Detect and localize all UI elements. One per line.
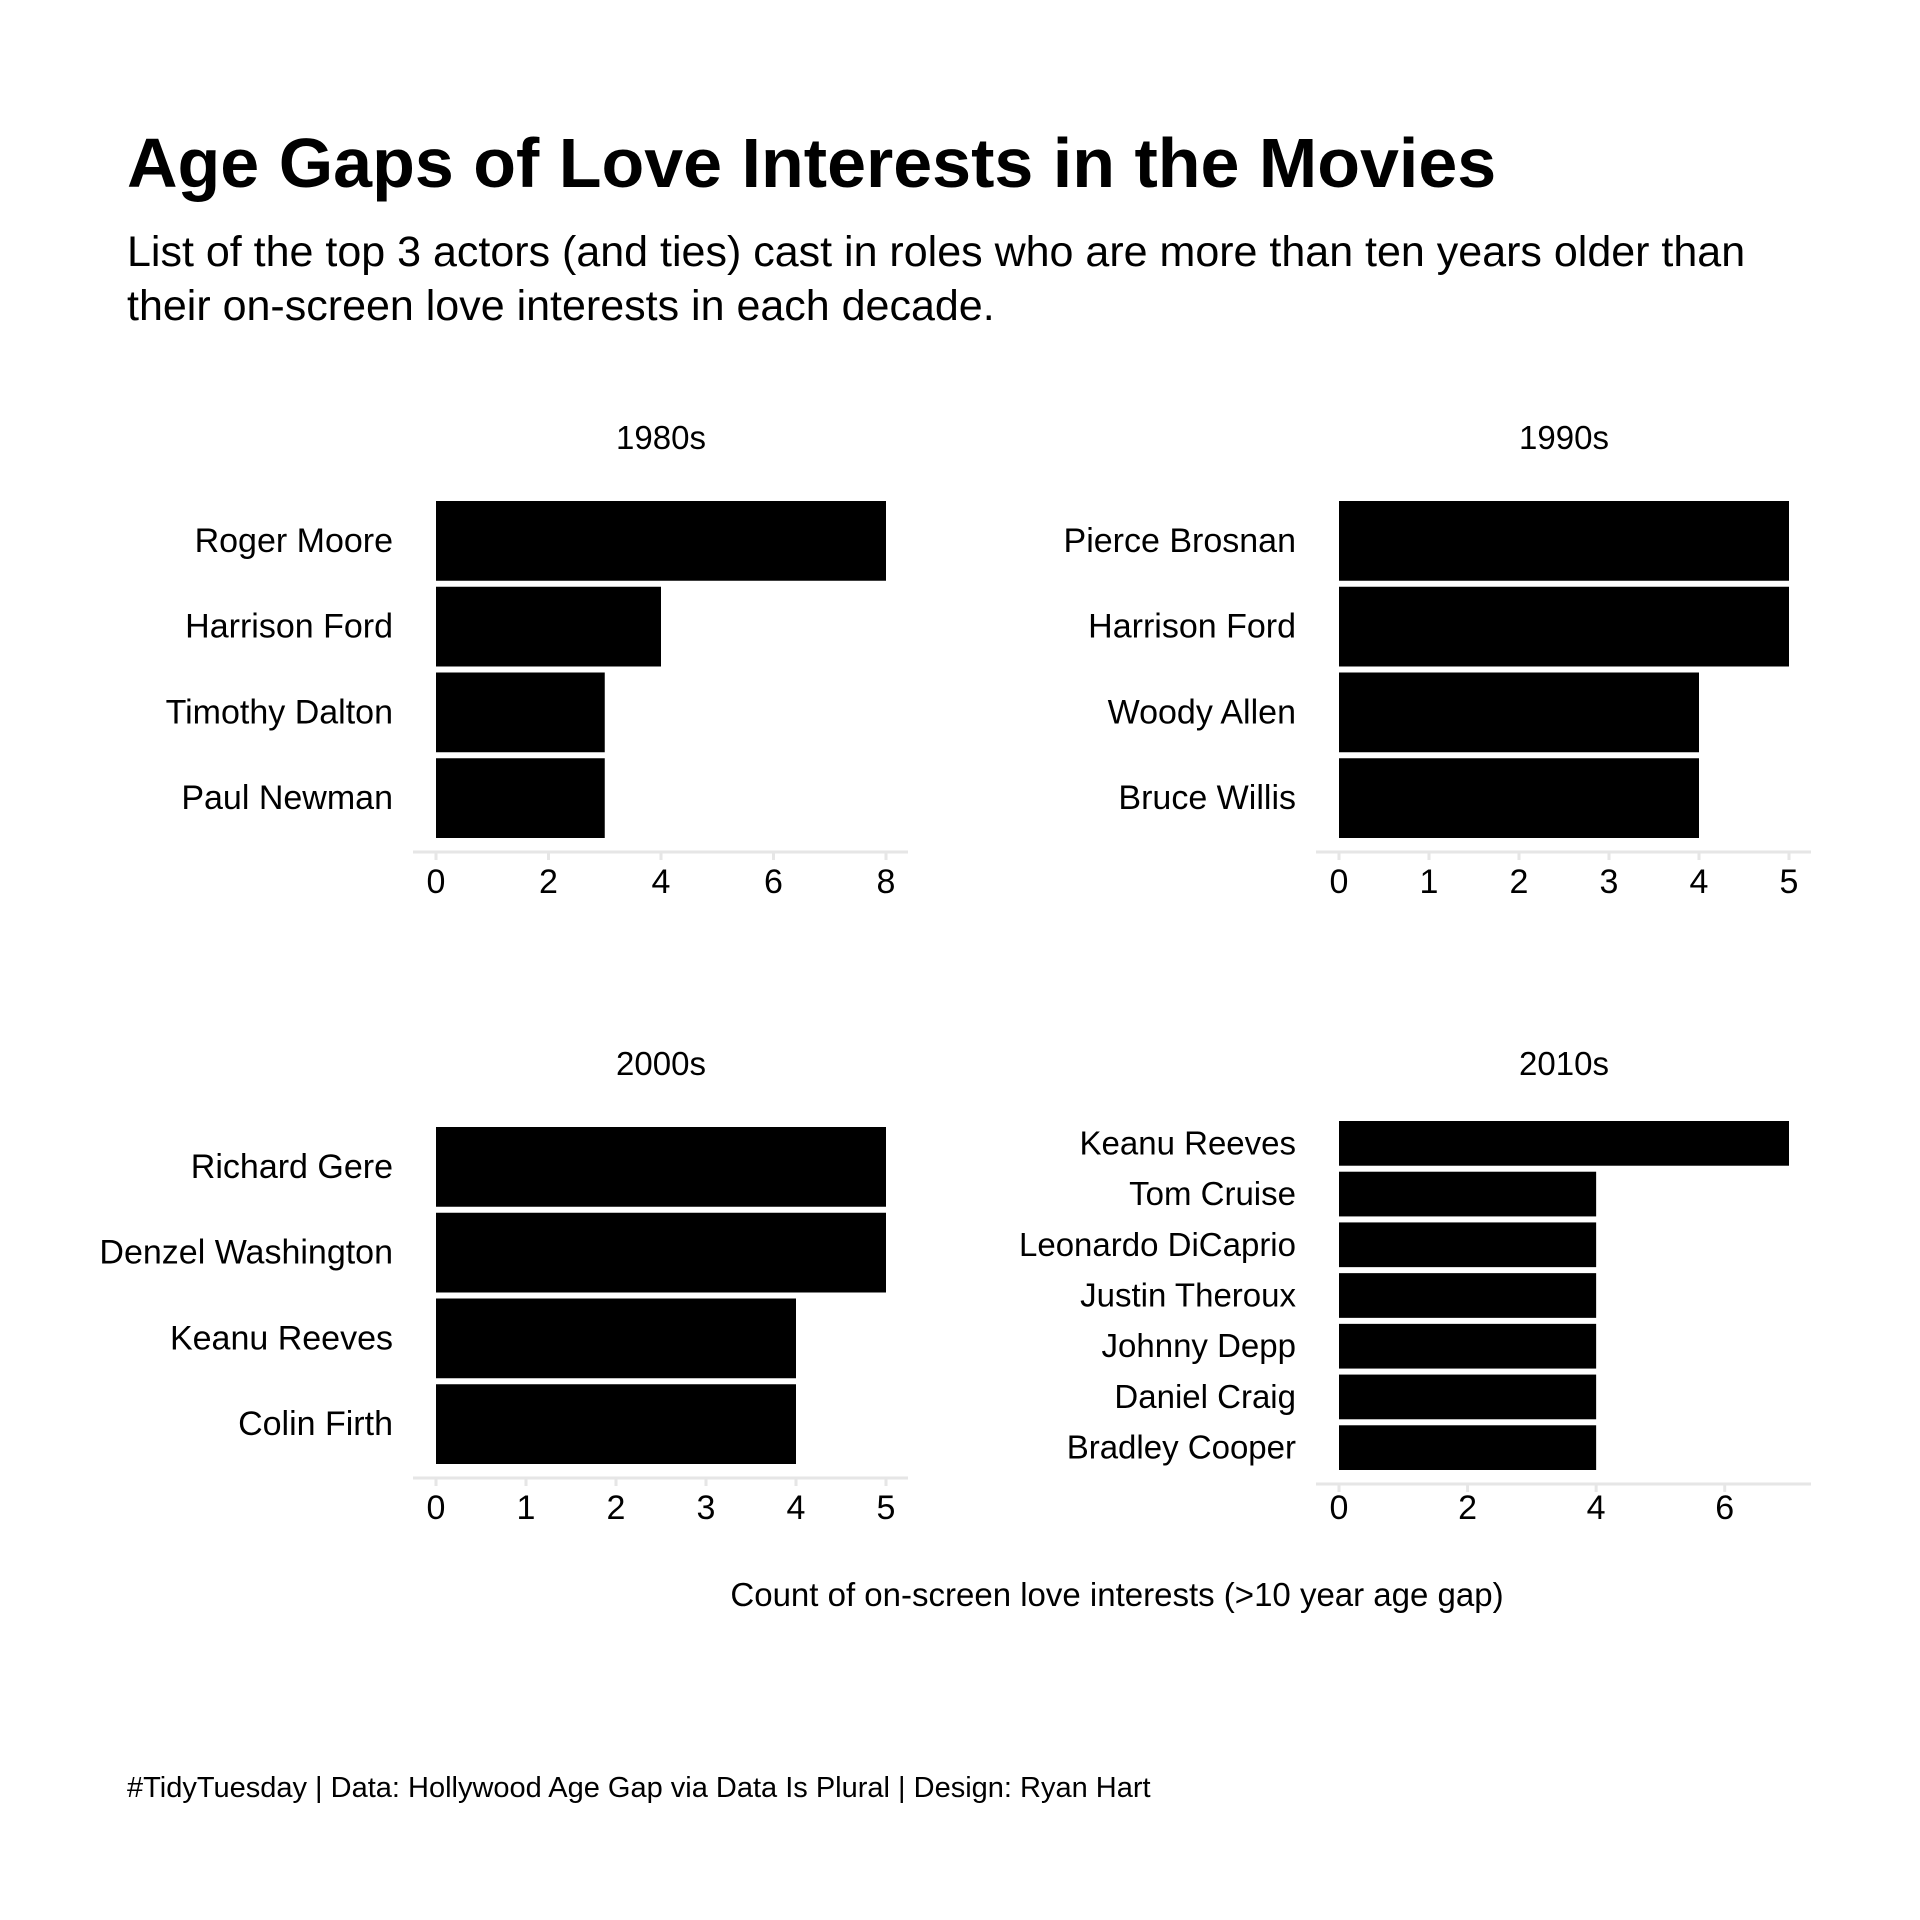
facet-panel-2000s: 2000s Richard Gere Denzel Washington Keanu … bbox=[99, 1045, 908, 1527]
category-label: Leonardo DiCaprio bbox=[1019, 1226, 1296, 1263]
category-label: Roger Moore bbox=[195, 522, 393, 560]
bar bbox=[436, 1127, 886, 1207]
x-tick-label: 6 bbox=[1715, 1489, 1734, 1527]
x-tick-label: 2 bbox=[1510, 863, 1529, 901]
bar bbox=[1339, 586, 1789, 667]
facet-label: 2010s bbox=[1519, 1045, 1609, 1082]
bar bbox=[436, 1298, 796, 1379]
x-tick-label: 0 bbox=[1330, 863, 1349, 901]
bar bbox=[1339, 1425, 1597, 1470]
x-tick-label: 2 bbox=[1458, 1489, 1477, 1527]
chart-caption: #TidyTuesday | Data: Hollywood Age Gap v… bbox=[127, 1772, 1151, 1804]
bar bbox=[436, 501, 886, 581]
category-label: Keanu Reeves bbox=[1080, 1124, 1296, 1161]
facet-label: 2000s bbox=[616, 1045, 706, 1082]
category-label: Colin Firth bbox=[238, 1405, 393, 1443]
facet-panel-1980s: 1980s Roger Moore Harrison Ford Timothy Dal… bbox=[166, 419, 908, 901]
category-label: Daniel Craig bbox=[1114, 1378, 1296, 1415]
x-tick-label: 6 bbox=[764, 863, 783, 901]
category-label: Pierce Brosnan bbox=[1064, 522, 1296, 560]
x-axis-title: Count of on-screen love interests (>10 y… bbox=[730, 1576, 1503, 1613]
x-tick-label: 4 bbox=[1587, 1489, 1606, 1527]
x-tick-label: 8 bbox=[877, 863, 896, 901]
category-label: Bruce Willis bbox=[1118, 779, 1296, 817]
bar bbox=[1339, 501, 1789, 581]
category-label: Richard Gere bbox=[191, 1148, 393, 1186]
bar bbox=[1339, 758, 1699, 838]
facet-panel-1990s: 1990s Pierce Brosnan Harrison Ford Woody Al… bbox=[1064, 419, 1811, 901]
x-tick-label: 2 bbox=[607, 1489, 626, 1527]
x-tick-label: 0 bbox=[1330, 1489, 1349, 1527]
bar bbox=[1339, 1222, 1597, 1268]
category-label: Harrison Ford bbox=[1088, 608, 1296, 646]
category-label: Bradley Cooper bbox=[1067, 1429, 1296, 1466]
x-tick-label: 2 bbox=[539, 863, 558, 901]
chart-subtitle-line-2: their on-screen love interests in each d… bbox=[127, 282, 995, 330]
category-label: Timothy Dalton bbox=[166, 693, 393, 731]
bar bbox=[436, 1212, 886, 1293]
bar bbox=[436, 1384, 796, 1464]
category-label: Johnny Depp bbox=[1102, 1327, 1296, 1364]
chart-subtitle-line-1: List of the top 3 actors (and ties) cast… bbox=[127, 228, 1745, 276]
category-label: Tom Cruise bbox=[1129, 1175, 1296, 1212]
bar bbox=[436, 672, 605, 753]
x-tick-label: 5 bbox=[877, 1489, 896, 1527]
x-tick-label: 3 bbox=[1600, 863, 1619, 901]
x-tick-label: 4 bbox=[787, 1489, 806, 1527]
bar bbox=[436, 758, 605, 838]
facet-panels: 1980s Roger Moore Harrison Ford Timothy Dal… bbox=[99, 419, 1811, 1527]
facet-label: 1980s bbox=[616, 419, 706, 456]
x-tick-label: 1 bbox=[517, 1489, 536, 1527]
facet-panel-2010s: 2010s Keanu Reeves Tom Cruise Leonardo DiCa… bbox=[1019, 1045, 1811, 1527]
category-label: Woody Allen bbox=[1108, 693, 1296, 731]
bar bbox=[1339, 1323, 1597, 1369]
bar bbox=[1339, 672, 1699, 753]
bar bbox=[1339, 1374, 1597, 1420]
category-label: Harrison Ford bbox=[185, 608, 393, 646]
bar bbox=[1339, 1273, 1597, 1318]
x-tick-label: 5 bbox=[1780, 863, 1799, 901]
category-label: Keanu Reeves bbox=[170, 1319, 393, 1357]
x-tick-label: 4 bbox=[1690, 863, 1709, 901]
bar bbox=[1339, 1121, 1789, 1166]
chart-title: Age Gaps of Love Interests in the Movies bbox=[127, 124, 1496, 202]
x-tick-label: 4 bbox=[652, 863, 671, 901]
facet-label: 1990s bbox=[1519, 419, 1609, 456]
category-label: Paul Newman bbox=[181, 779, 393, 817]
bar bbox=[436, 586, 661, 667]
category-label: Denzel Washington bbox=[99, 1234, 393, 1272]
x-tick-label: 1 bbox=[1420, 863, 1439, 901]
x-tick-label: 0 bbox=[427, 1489, 446, 1527]
x-tick-label: 0 bbox=[427, 863, 446, 901]
bar bbox=[1339, 1171, 1597, 1217]
x-tick-label: 3 bbox=[697, 1489, 716, 1527]
category-label: Justin Theroux bbox=[1080, 1277, 1296, 1314]
